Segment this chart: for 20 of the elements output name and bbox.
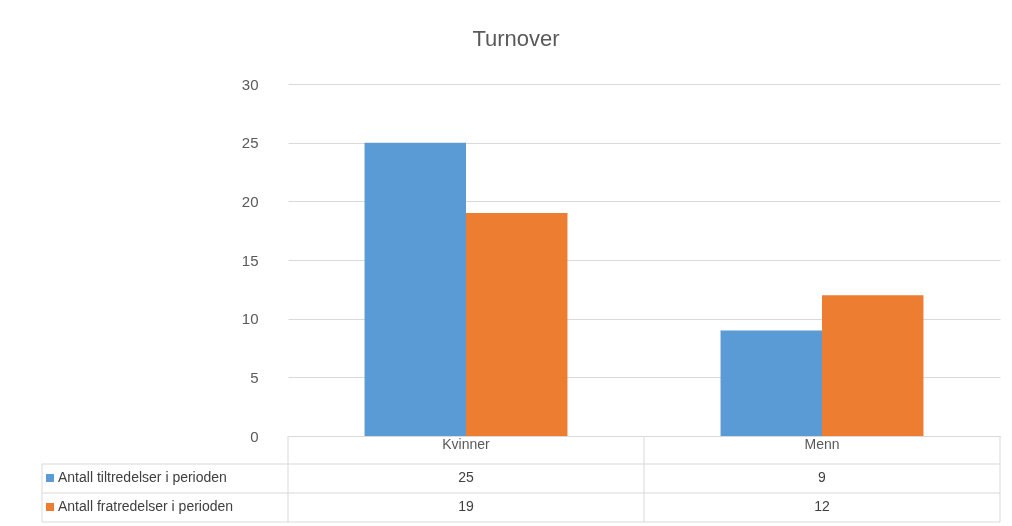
y-tick-label: 10 bbox=[241, 310, 259, 328]
y-tick-label: 20 bbox=[241, 192, 259, 210]
x-tick-label: Menn bbox=[804, 435, 840, 452]
legend-label: Antall fratredelser i perioden bbox=[58, 498, 234, 514]
bar bbox=[364, 142, 466, 436]
y-tick-label: 5 bbox=[250, 368, 259, 386]
bar bbox=[720, 330, 822, 436]
y-tick-label: 25 bbox=[241, 134, 259, 152]
data-label: 12 bbox=[814, 498, 830, 514]
x-tick-label: Kvinner bbox=[442, 435, 491, 452]
y-tick-label: 30 bbox=[241, 75, 259, 93]
bar bbox=[466, 213, 568, 436]
bar bbox=[822, 295, 924, 436]
legend-label: Antall tiltredelser i perioden bbox=[58, 469, 227, 485]
y-tick-label: 15 bbox=[241, 251, 259, 269]
chart-title: Turnover bbox=[472, 26, 560, 51]
data-label: 9 bbox=[818, 469, 827, 485]
y-tick-label: 0 bbox=[250, 427, 259, 445]
data-label: 19 bbox=[458, 498, 474, 514]
data-label: 25 bbox=[458, 469, 474, 485]
